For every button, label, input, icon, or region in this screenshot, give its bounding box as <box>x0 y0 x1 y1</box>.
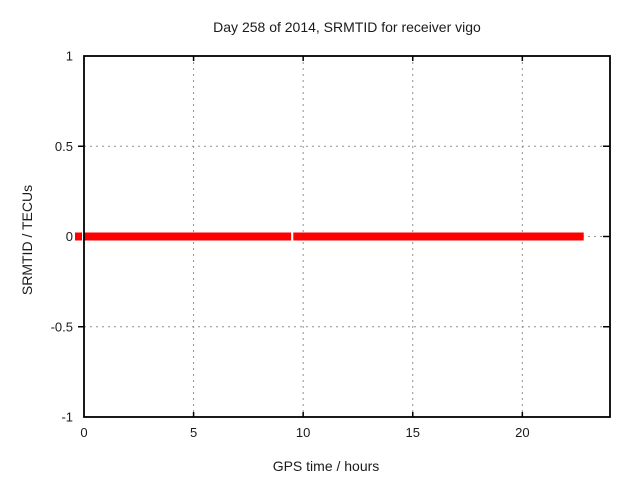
y-tick-label: 0.5 <box>55 139 73 154</box>
y-tick-label: 0 <box>66 229 73 244</box>
x-tick-label: 0 <box>80 425 87 440</box>
x-tick-label: 5 <box>190 425 197 440</box>
y-tick-label: -0.5 <box>51 319 73 334</box>
x-tick-label: 20 <box>515 425 529 440</box>
x-tick-label: 15 <box>406 425 420 440</box>
x-tick-label: 10 <box>296 425 310 440</box>
y-tick-label: -1 <box>61 410 73 425</box>
y-tick-label: 1 <box>66 49 73 64</box>
chart-title: Day 258 of 2014, SRMTID for receiver vig… <box>213 19 481 35</box>
x-axis-label: GPS time / hours <box>272 458 380 474</box>
